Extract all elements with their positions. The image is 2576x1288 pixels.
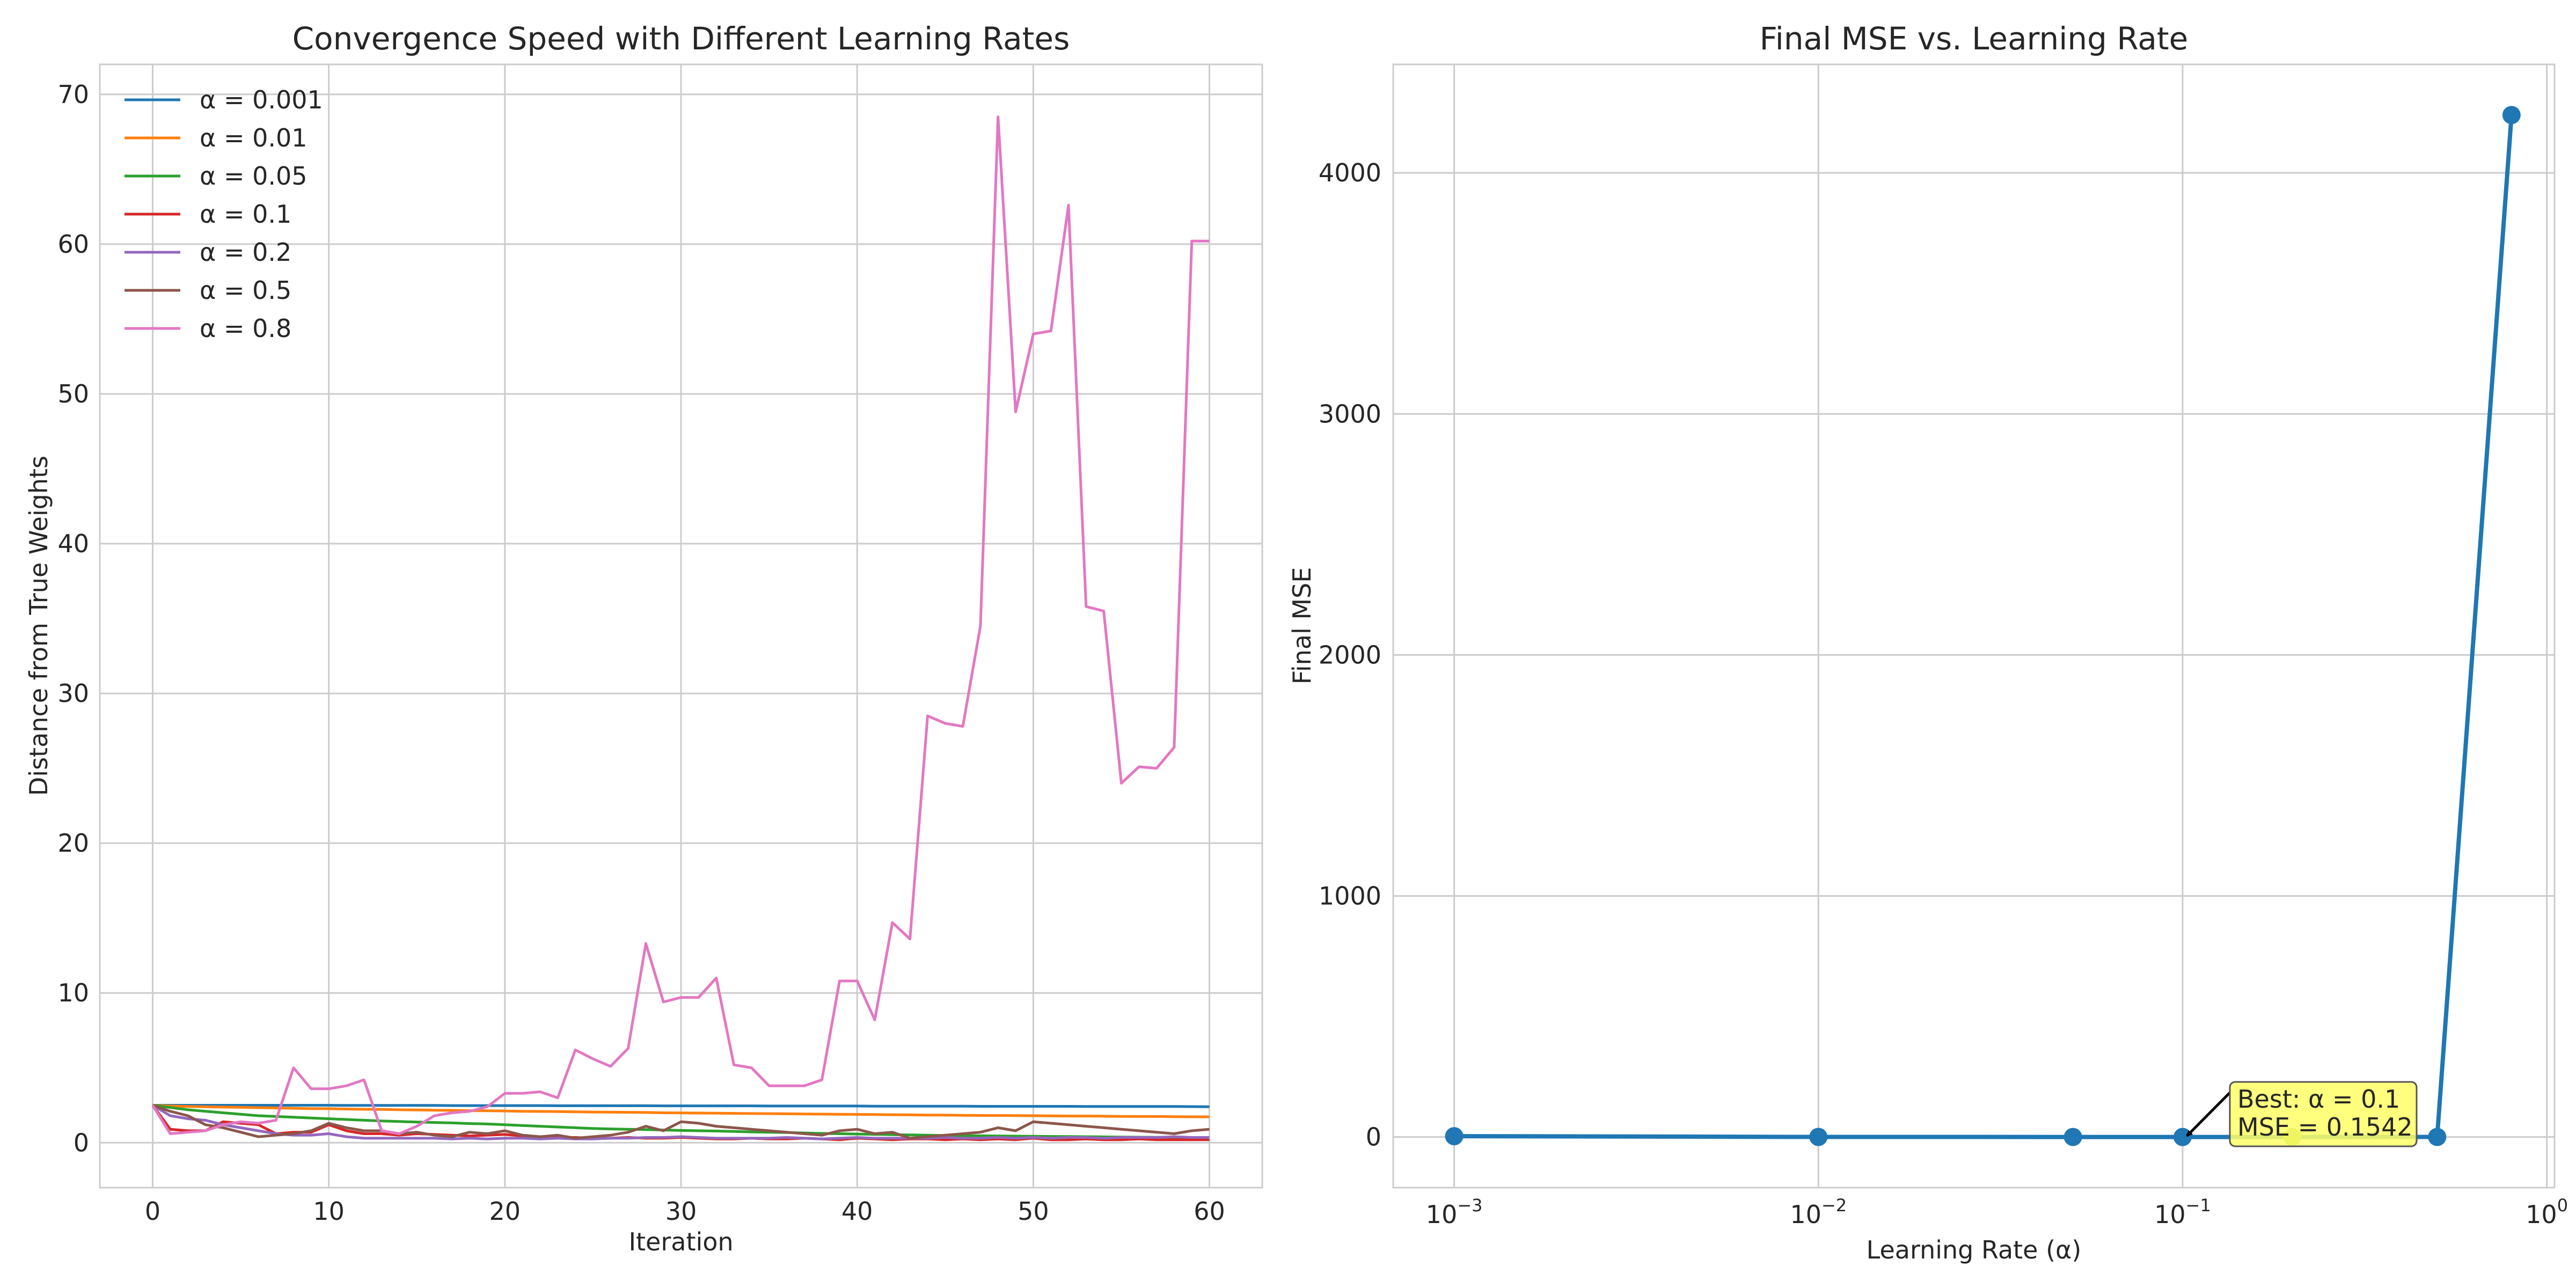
mse-point: [2063, 1128, 2082, 1146]
left-tick-labels: 0 10 20 30 40 50 60 0 10 20 30 40 50 60 70: [57, 80, 1225, 1226]
series-line-alpha-4: [152, 1104, 1210, 1140]
right-x-tick-label: 10−2: [1790, 1195, 1847, 1229]
right-x-axis-label: Learning Rate (α): [1867, 1235, 2082, 1264]
left-gridlines: [100, 64, 1262, 1188]
annotation-best-mse: MSE = 0.1542: [2237, 1113, 2413, 1141]
mse-point: [2173, 1128, 2192, 1146]
left-x-tick-label: 50: [1018, 1197, 1049, 1226]
left-y-tick-label: 0: [74, 1128, 89, 1157]
left-x-tick-label: 20: [489, 1197, 521, 1226]
left-y-tick-label: 10: [57, 978, 89, 1007]
left-x-tick-label: 40: [841, 1197, 873, 1226]
legend-entry: α = 0.1: [200, 200, 291, 229]
right-gridlines: [1393, 64, 2555, 1188]
left-y-tick-label: 50: [57, 379, 89, 408]
left-x-tick-label: 30: [665, 1197, 697, 1226]
mse-point: [2502, 106, 2521, 125]
right-x-tick-label: 10−1: [2154, 1195, 2211, 1229]
series-line-alpha-6: [151, 115, 1210, 1135]
right-y-tick-label: 2000: [1319, 640, 1381, 669]
left-x-tick-label: 10: [313, 1197, 345, 1226]
series-line-alpha-0: [152, 1104, 1210, 1108]
mse-line: [1454, 115, 2514, 1139]
left-x-axis-label: Iteration: [628, 1227, 733, 1256]
left-y-tick-label: 70: [57, 80, 89, 109]
left-chart-title: Convergence Speed with Different Learnin…: [292, 20, 1070, 57]
annotation-box: [2229, 1081, 2418, 1147]
right-y-tick-label: 0: [1366, 1123, 1381, 1152]
legend-entry: α = 0.001: [200, 85, 323, 114]
left-y-axis-label: Distance from True Weights: [24, 456, 53, 796]
series-line-alpha-5: [152, 1104, 1210, 1140]
left-legend: α = 0.001 α = 0.01 α = 0.05 α = 0.1 α = 0.2 α…: [125, 85, 323, 343]
legend-entry: α = 0.8: [200, 314, 291, 343]
left-plot-frame: [99, 63, 1263, 1189]
right-y-tick-label: 1000: [1319, 882, 1381, 911]
series-line-alpha-1: [152, 1104, 1210, 1118]
right-x-tick-label: 10−3: [1426, 1195, 1483, 1229]
left-y-tick-label: 20: [57, 829, 89, 858]
left-chart: 0 10 20 30 40 50 60 0 10 20 30 40 50 60 70 Convergence…: [24, 20, 1263, 1256]
legend-entry: α = 0.2: [200, 238, 291, 267]
right-chart-title: Final MSE vs. Learning Rate: [1760, 20, 2189, 57]
left-x-tick-label: 0: [145, 1197, 160, 1226]
mse-point: [2428, 1128, 2447, 1146]
right-plot-frame: [1392, 63, 2556, 1189]
annotation-best-alpha: Best: α = 0.1: [2237, 1085, 2400, 1114]
annotation-arrow: [2186, 1092, 2231, 1137]
legend-entry: α = 0.01: [200, 123, 308, 152]
left-y-tick-label: 40: [57, 529, 89, 558]
right-y-axis-label: Final MSE: [1287, 567, 1316, 685]
left-series-group: [151, 115, 1210, 1141]
mse-point: [1809, 1128, 1828, 1146]
right-y-tick-label: 3000: [1319, 399, 1381, 428]
right-y-tick-label: 4000: [1319, 158, 1381, 187]
left-x-tick-label: 60: [1194, 1197, 1225, 1226]
right-series-group: [1445, 106, 2521, 1146]
mse-point: [1445, 1127, 1463, 1146]
legend-entry: α = 0.5: [200, 276, 291, 305]
left-y-tick-label: 60: [57, 230, 89, 259]
left-y-tick-label: 30: [57, 679, 89, 708]
legend-entry: α = 0.05: [200, 162, 308, 191]
right-x-tick-label: 100: [2526, 1195, 2568, 1229]
